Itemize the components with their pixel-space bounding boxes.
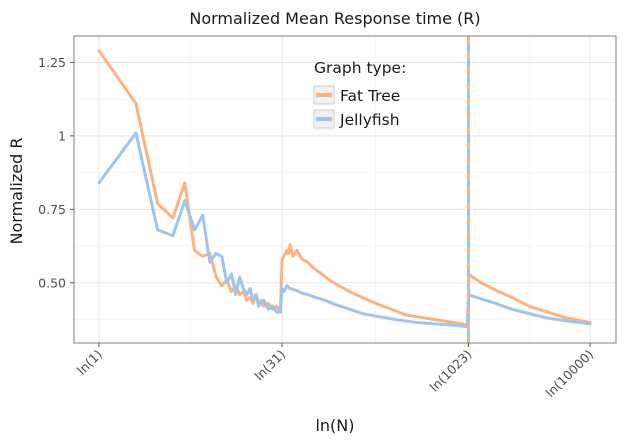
legend: Graph type: Fat Tree Jellyfish (313, 59, 406, 129)
y-tick-label: 1.25 (38, 55, 66, 70)
y-axis-title: Normalized R (7, 138, 26, 245)
y-tick-label: 0.50 (38, 275, 66, 290)
legend-item-fat-tree: Fat Tree (313, 85, 400, 105)
legend-label-jellyfish: Jellyfish (339, 111, 400, 129)
x-tick-label: ln(10000) (542, 347, 596, 401)
chart-title: Normalized Mean Response time (R) (189, 9, 480, 28)
legend-label-fat-tree: Fat Tree (340, 87, 400, 105)
legend-item-jellyfish: Jellyfish (313, 109, 400, 129)
plot-background (74, 36, 616, 343)
x-axis-title: ln(N) (315, 416, 354, 435)
x-tick-label: ln(1023) (427, 347, 475, 395)
x-tick-label: ln(1) (74, 347, 105, 378)
y-tick-label: 1 (58, 128, 66, 143)
plot-panel-border (73, 35, 617, 344)
legend-title: Graph type: (314, 59, 406, 77)
x-tick-label: ln(31) (251, 347, 288, 384)
y-tick-label: 0.75 (38, 202, 66, 217)
